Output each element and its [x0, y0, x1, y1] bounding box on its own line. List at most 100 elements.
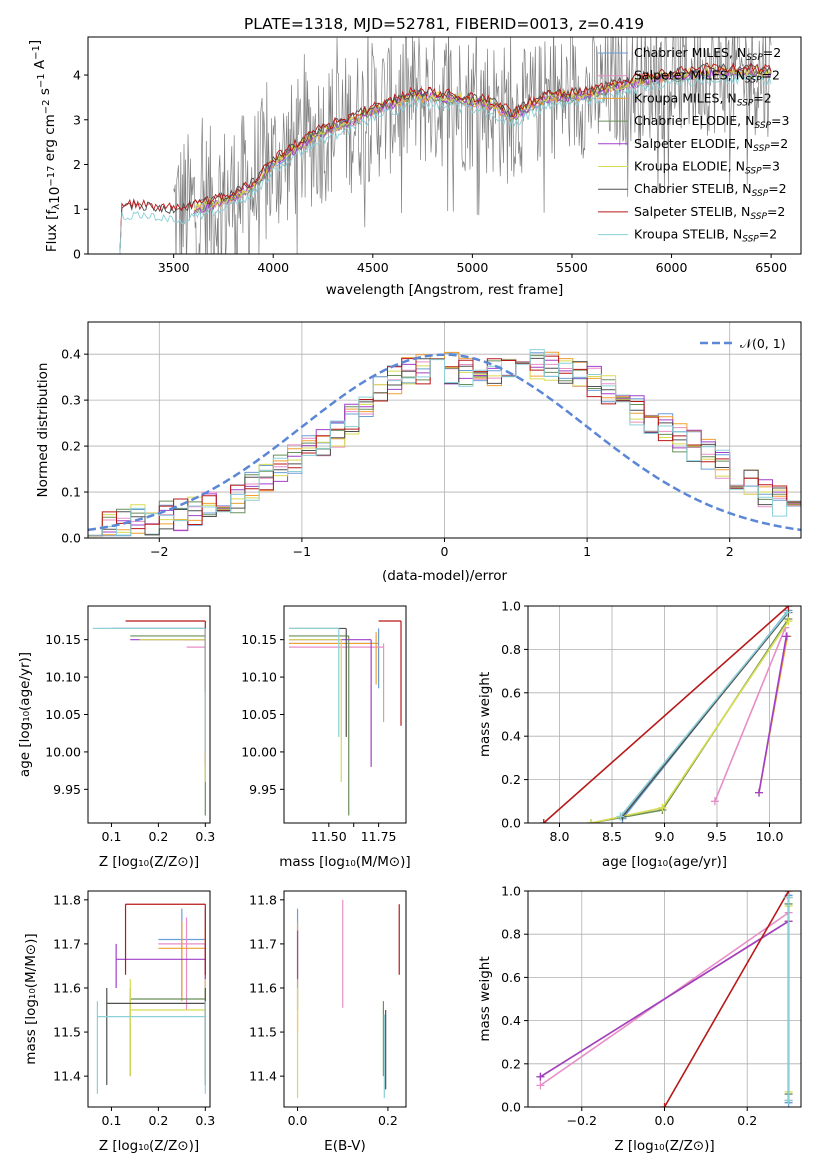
y-tick-label: 0.0 [501, 816, 521, 831]
axes-mass-vs-EBV: 0.0 0.2 11.4 11.5 11.6 11.7 11.8 E(B-V) [249, 890, 407, 1154]
y-tick-label: 9.95 [249, 782, 277, 797]
legend-entry: Kroupa STELIB, NSSP=2 [634, 227, 777, 245]
x-tick-label: 6500 [755, 260, 787, 275]
y-tick-label: 1.0 [501, 884, 521, 899]
x-tick-label: 11.50 [311, 829, 347, 844]
y-tick-label: 0.6 [501, 970, 521, 985]
x-tick-label: 9.5 [707, 829, 727, 844]
y-tick-label: 10.05 [241, 707, 277, 722]
x-axis-label: mass [log₁₀(M/M⊙)] [279, 854, 410, 870]
y-tick-label: 0.8 [501, 642, 521, 657]
marker [616, 812, 625, 821]
y-tick-label: 0.2 [61, 439, 81, 454]
marker [782, 632, 791, 641]
y-axis-label: mass weight [477, 956, 493, 1041]
series-salpeter-miles [714, 627, 787, 802]
y-tick-label: 11.5 [249, 1025, 277, 1040]
axes-frame [87, 605, 211, 824]
x-tick-label: −0.2 [567, 1113, 597, 1128]
y-tick-label: 0.8 [501, 927, 521, 942]
point-kroupa-miles [288, 632, 377, 685]
plot-area [117, 37, 772, 254]
marker [784, 1096, 793, 1105]
axes-frame [527, 605, 802, 824]
x-tick-label: 0.2 [378, 1113, 398, 1128]
model-line-kroupa-stelib [117, 73, 772, 254]
x-tick-label: 0.0 [655, 1113, 675, 1128]
y-tick-label: 2 [73, 157, 81, 172]
legend-entry: Salpeter STELIB, NSSP=2 [634, 204, 785, 222]
marker [536, 1072, 545, 1081]
series-chabrier-stelib [621, 611, 790, 818]
model-line-kroupa-elodie [193, 65, 772, 212]
y-tick-label: 11.8 [53, 892, 81, 907]
plot-area [96, 903, 206, 1094]
plot-area [92, 620, 206, 816]
y-tick-label: 10.05 [45, 707, 81, 722]
y-tick-label: 0.4 [61, 347, 81, 362]
x-tick-label: 5500 [556, 260, 588, 275]
marker [784, 606, 793, 610]
figure-title: PLATE=1318, MJD=52781, FIBERID=0013, z=0… [244, 15, 644, 33]
plot-area [539, 606, 793, 823]
point-kroupa-stelib [96, 1001, 206, 1094]
y-axis-label: age [log₁₀(age/yr)] [17, 652, 33, 777]
legend-entry: Salpeter MILES, NSSP=2 [634, 68, 780, 86]
point-kroupa-elodie [288, 639, 342, 782]
axes-age-vs-Z: 0.1 0.2 0.3 9.95 10.00 10.05 10.10 10.15 Z [log₁… [17, 605, 215, 870]
x-axis-label: wavelength [Angstrom, rest frame] [326, 282, 564, 298]
marker [539, 819, 548, 823]
axes-spectrum: 3500 4000 4500 5000 5500 6000 6500 0 1 2 3 4 wavelen… [27, 36, 802, 298]
marker [710, 797, 719, 806]
x-tick-label: 3500 [158, 260, 190, 275]
x-tick-label: 8.5 [602, 829, 622, 844]
model-line-salpeter-stelib [117, 62, 772, 254]
x-tick-label: −1 [293, 544, 311, 559]
axes-age-vs-mass: 11.50 11.75 9.95 10.00 10.05 10.10 10.15 mass [… [241, 605, 411, 870]
y-tick-label: 0.3 [61, 393, 81, 408]
x-tick-label: 1 [583, 544, 591, 559]
y-tick-label: 11.6 [53, 980, 81, 995]
axes-frame [87, 36, 802, 255]
y-tick-label: 0.4 [501, 1013, 521, 1028]
y-tick-label: 10.10 [241, 670, 277, 685]
y-tick-label: 1.0 [501, 599, 521, 614]
marker [784, 893, 793, 902]
axes-frame [527, 890, 802, 1108]
x-tick-label: 0.3 [195, 829, 215, 844]
series-salpeter-elodie [758, 636, 788, 793]
y-axis-label: Normed distribution [35, 363, 51, 498]
y-tick-label: 4 [73, 68, 81, 83]
legend-entry: Chabrier MILES, NSSP=2 [634, 45, 781, 63]
model-line-chabrier-elodie [193, 67, 772, 215]
x-axis-label: Z [log₁₀(Z/Z⊙)] [99, 854, 199, 870]
x-tick-label: 9.0 [655, 829, 675, 844]
point-kroupa-stelib [92, 627, 206, 752]
axes-weight-vs-Z: −0.2 0.0 0.2 0.0 0.2 0.4 0.6 0.8 1.0 Z [log₁₀(Z/Z… [477, 884, 802, 1154]
y-axis-label: Flux [fλ10−17 erg cm−2 s−1 A−1] [27, 40, 63, 252]
x-tick-label: 0.3 [195, 1113, 215, 1128]
plot-area [536, 891, 793, 1107]
series-salpeter-stelib [543, 606, 789, 823]
y-tick-label: 10.00 [241, 744, 277, 759]
axes-frame [283, 605, 407, 824]
plot-area [288, 620, 402, 816]
y-tick-label: 11.7 [249, 936, 277, 951]
x-tick-label: 6000 [656, 260, 688, 275]
plot-area [88, 349, 801, 537]
marker [536, 1081, 545, 1090]
x-axis-label: Z [log₁₀(Z/Z⊙)] [614, 1138, 714, 1154]
y-tick-label: 0.6 [501, 685, 521, 700]
axes-frame [87, 890, 211, 1108]
marker [755, 788, 763, 797]
y-tick-label: 11.4 [53, 1069, 81, 1084]
marker [784, 617, 793, 626]
marker [658, 803, 667, 812]
x-tick-label: 0 [441, 544, 449, 559]
marker [587, 819, 595, 823]
x-tick-label: 2 [726, 544, 734, 559]
y-tick-label: 3 [73, 112, 81, 127]
normal-curve [88, 353, 801, 532]
series-salpeter-elodie [539, 920, 790, 1078]
